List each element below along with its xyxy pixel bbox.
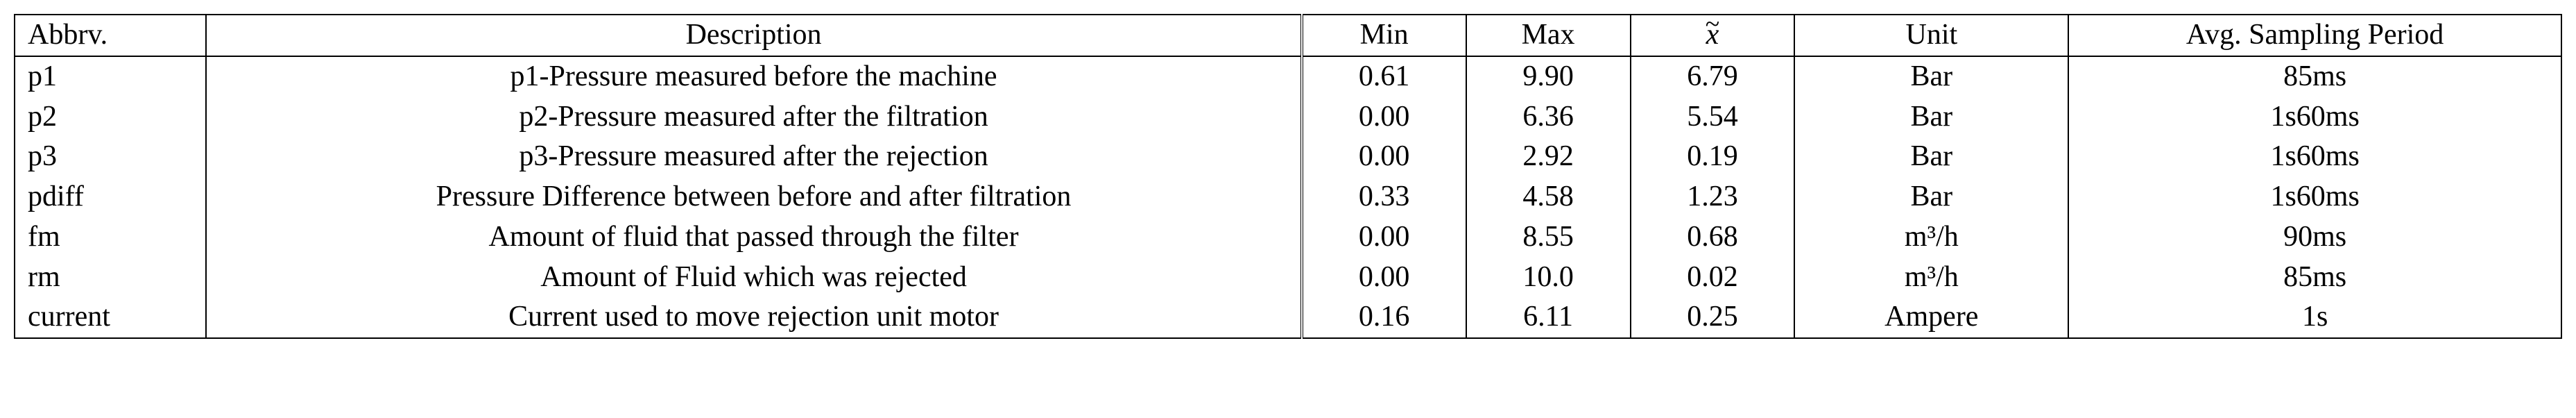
parameters-table: Abbrv. Description Min Max ~x Unit Avg. … bbox=[14, 14, 2562, 339]
cell-desc: p1-Pressure measured before the machine bbox=[206, 56, 1301, 97]
cell-max: 6.36 bbox=[1466, 97, 1631, 137]
cell-max: 8.55 bbox=[1466, 217, 1631, 258]
cell-samp: 1s60ms bbox=[2068, 97, 2561, 137]
cell-abbrv: pdiff bbox=[15, 177, 206, 217]
cell-med: 0.19 bbox=[1631, 137, 1795, 177]
cell-samp: 1s60ms bbox=[2068, 137, 2561, 177]
cell-unit: Bar bbox=[1794, 137, 2068, 177]
col-header-max: Max bbox=[1466, 15, 1631, 56]
cell-med: 0.02 bbox=[1631, 258, 1795, 298]
cell-med: 1.23 bbox=[1631, 177, 1795, 217]
table-row: p3 p3-Pressure measured after the reject… bbox=[15, 137, 2561, 177]
cell-desc: Amount of Fluid which was rejected bbox=[206, 258, 1301, 298]
table-row: fm Amount of fluid that passed through t… bbox=[15, 217, 2561, 258]
cell-desc: Pressure Difference between before and a… bbox=[206, 177, 1301, 217]
cell-min: 0.00 bbox=[1302, 137, 1466, 177]
cell-max: 2.92 bbox=[1466, 137, 1631, 177]
cell-abbrv: fm bbox=[15, 217, 206, 258]
cell-med: 0.25 bbox=[1631, 297, 1795, 338]
cell-med: 6.79 bbox=[1631, 56, 1795, 97]
col-header-unit: Unit bbox=[1794, 15, 2068, 56]
cell-min: 0.00 bbox=[1302, 97, 1466, 137]
cell-abbrv: rm bbox=[15, 258, 206, 298]
table-row: p1 p1-Pressure measured before the machi… bbox=[15, 56, 2561, 97]
cell-unit: Bar bbox=[1794, 56, 2068, 97]
cell-min: 0.33 bbox=[1302, 177, 1466, 217]
col-header-sampling: Avg. Sampling Period bbox=[2068, 15, 2561, 56]
cell-max: 6.11 bbox=[1466, 297, 1631, 338]
cell-med: 5.54 bbox=[1631, 97, 1795, 137]
table-body: p1 p1-Pressure measured before the machi… bbox=[15, 56, 2561, 338]
table-row: pdiff Pressure Difference between before… bbox=[15, 177, 2561, 217]
cell-desc: Amount of fluid that passed through the … bbox=[206, 217, 1301, 258]
cell-max: 10.0 bbox=[1466, 258, 1631, 298]
table-row: p2 p2-Pressure measured after the filtra… bbox=[15, 97, 2561, 137]
cell-unit: Bar bbox=[1794, 177, 2068, 217]
col-header-min: Min bbox=[1302, 15, 1466, 56]
cell-samp: 1s60ms bbox=[2068, 177, 2561, 217]
col-header-abbrv: Abbrv. bbox=[15, 15, 206, 56]
cell-unit: m³/h bbox=[1794, 217, 2068, 258]
cell-abbrv: p1 bbox=[15, 56, 206, 97]
cell-min: 0.00 bbox=[1302, 217, 1466, 258]
cell-abbrv: p2 bbox=[15, 97, 206, 137]
cell-desc: p3-Pressure measured after the rejection bbox=[206, 137, 1301, 177]
cell-desc: Current used to move rejection unit moto… bbox=[206, 297, 1301, 338]
cell-min: 0.61 bbox=[1302, 56, 1466, 97]
cell-samp: 1s bbox=[2068, 297, 2561, 338]
cell-desc: p2-Pressure measured after the filtratio… bbox=[206, 97, 1301, 137]
cell-max: 4.58 bbox=[1466, 177, 1631, 217]
table-row: rm Amount of Fluid which was rejected 0.… bbox=[15, 258, 2561, 298]
cell-unit: Ampere bbox=[1794, 297, 2068, 338]
table-row: current Current used to move rejection u… bbox=[15, 297, 2561, 338]
col-header-desc: Description bbox=[206, 15, 1301, 56]
cell-unit: m³/h bbox=[1794, 258, 2068, 298]
cell-abbrv: p3 bbox=[15, 137, 206, 177]
cell-max: 9.90 bbox=[1466, 56, 1631, 97]
cell-min: 0.00 bbox=[1302, 258, 1466, 298]
col-header-median: ~x bbox=[1631, 15, 1795, 56]
table-header-row: Abbrv. Description Min Max ~x Unit Avg. … bbox=[15, 15, 2561, 56]
cell-abbrv: current bbox=[15, 297, 206, 338]
cell-unit: Bar bbox=[1794, 97, 2068, 137]
cell-med: 0.68 bbox=[1631, 217, 1795, 258]
cell-samp: 90ms bbox=[2068, 217, 2561, 258]
cell-samp: 85ms bbox=[2068, 258, 2561, 298]
cell-min: 0.16 bbox=[1302, 297, 1466, 338]
cell-samp: 85ms bbox=[2068, 56, 2561, 97]
